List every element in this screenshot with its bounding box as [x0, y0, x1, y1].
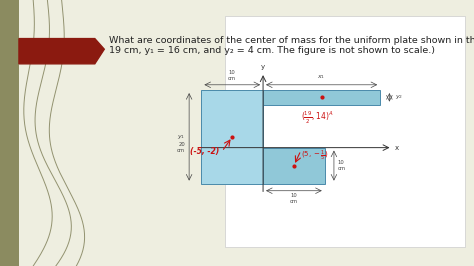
Text: (-5, -2): (-5, -2) — [190, 147, 219, 156]
Text: $y_1$: $y_1$ — [177, 133, 185, 141]
Text: 10
cm: 10 cm — [290, 193, 298, 204]
Text: $x_1$: $x_1$ — [318, 73, 326, 81]
Bar — [263, 90, 380, 105]
Text: What are coordinates of the center of mass for the uniform plate shown in the fi: What are coordinates of the center of ma… — [109, 36, 474, 55]
Bar — [201, 90, 263, 184]
Bar — [263, 148, 325, 184]
Text: $(5, -\frac{1}{5})$: $(5, -\frac{1}{5})$ — [301, 148, 328, 163]
Text: 10
cm: 10 cm — [337, 160, 346, 171]
Text: 20
cm: 20 cm — [177, 142, 185, 153]
Bar — [225, 16, 465, 247]
Text: 10
cm: 10 cm — [228, 70, 237, 81]
Text: $y_2$: $y_2$ — [395, 93, 403, 101]
Bar — [0, 0, 19, 266]
Text: y: y — [261, 64, 265, 70]
Text: x: x — [395, 145, 399, 151]
Text: $(\frac{19}{2}, 14)^A$: $(\frac{19}{2}, 14)^A$ — [301, 110, 334, 127]
Polygon shape — [19, 39, 104, 64]
